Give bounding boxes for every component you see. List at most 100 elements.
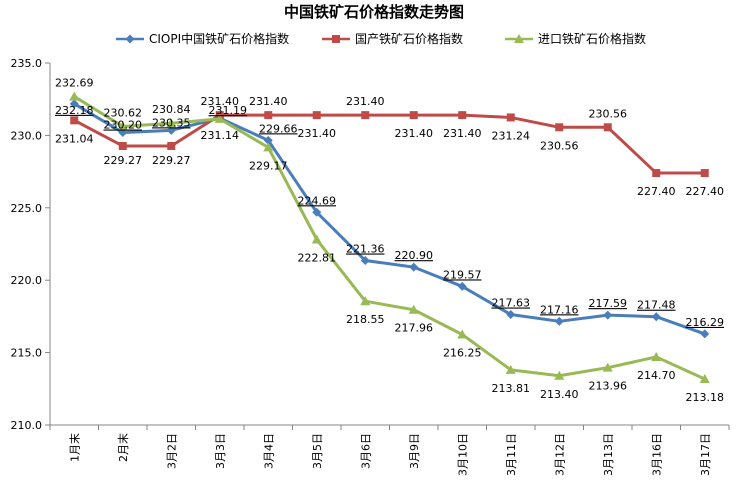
data-point	[699, 373, 710, 383]
series-line-2	[73, 95, 706, 381]
x-tick-label: 3月10日	[456, 433, 469, 476]
data-point	[70, 116, 79, 125]
legend-label: CIOPI中国铁矿石价格指数	[149, 31, 289, 46]
data-point	[361, 111, 370, 120]
data-label: 229.66	[259, 122, 298, 135]
data-label: 213.40	[540, 388, 579, 401]
data-label: 230.56	[589, 107, 628, 120]
series-group	[69, 91, 710, 383]
data-label: 230.35	[152, 116, 191, 129]
x-tick-label: 3月2日	[165, 433, 178, 469]
y-tick-label: 225.0	[11, 202, 43, 215]
data-point	[457, 281, 467, 291]
data-label: 217.48	[637, 299, 676, 312]
data-label: 231.40	[443, 127, 482, 140]
data-point	[167, 141, 176, 150]
x-tick-label: 3月16日	[650, 433, 663, 476]
data-point	[603, 310, 613, 320]
data-label: 217.63	[492, 297, 531, 310]
data-point	[360, 256, 370, 266]
data-point	[651, 351, 662, 361]
data-point	[409, 262, 419, 272]
data-point	[700, 329, 710, 339]
data-point	[263, 135, 273, 145]
legend-marker	[125, 34, 135, 44]
data-point	[69, 91, 80, 101]
data-label: 230.62	[104, 106, 143, 119]
data-label: 216.25	[443, 347, 482, 360]
data-point	[652, 169, 661, 178]
data-label: 221.36	[346, 243, 385, 256]
axes: 210.0 215.0 220.0 225.0 230.0 235.0 1月末 2月末 3月2日…	[11, 57, 730, 476]
data-point	[311, 234, 322, 244]
x-tick-label: 3月13日	[602, 433, 615, 476]
data-point	[409, 111, 418, 120]
data-point	[263, 142, 274, 152]
series-line-0	[73, 102, 706, 336]
x-tick-label: 3月6日	[359, 433, 372, 469]
data-label: 229.27	[152, 154, 191, 167]
data-label: 229.27	[104, 154, 143, 167]
x-tick-label: 2月末	[116, 433, 130, 462]
y-tick-label: 230.0	[11, 129, 43, 142]
x-tick-label: 3月9日	[408, 433, 421, 469]
y-tick-label: 215.0	[11, 347, 43, 360]
data-point	[554, 316, 564, 326]
data-label: 232.69	[55, 76, 94, 89]
data-label: 231.40	[298, 127, 337, 140]
data-point	[603, 123, 612, 132]
x-tick-label: 3月17日	[699, 433, 712, 476]
data-point	[505, 364, 516, 374]
data-label: 224.69	[298, 194, 337, 207]
data-point	[458, 111, 467, 120]
data-label: 213.81	[492, 382, 531, 395]
data-point	[555, 123, 564, 132]
data-label: 227.40	[637, 185, 676, 198]
x-tick-label: 1月末	[67, 433, 81, 462]
data-point	[506, 113, 515, 122]
data-label: 232.18	[55, 104, 94, 117]
data-label: 231.24	[492, 129, 531, 142]
data-label: 218.55	[346, 313, 385, 326]
data-label: 214.70	[637, 369, 676, 382]
data-label: 217.96	[395, 322, 434, 335]
data-label: 222.81	[298, 252, 337, 265]
data-point	[700, 169, 709, 178]
x-tick-label: 3月5日	[311, 433, 324, 469]
data-labels: 232.18 230.20 230.35 231.19 229.66 224.69 221.…	[55, 76, 724, 404]
data-label: 217.16	[540, 303, 579, 316]
legend-marker	[514, 34, 524, 43]
data-label: 213.96	[589, 380, 628, 393]
data-point	[312, 111, 321, 120]
data-label: 231.40	[249, 95, 288, 108]
data-point	[117, 121, 128, 131]
data-point	[166, 118, 177, 128]
data-point	[457, 329, 468, 339]
data-label: 231.40	[395, 127, 434, 140]
legend-label: 进口铁矿石价格指数	[538, 31, 646, 46]
data-label: 231.04	[55, 132, 94, 145]
data-label: 231.19	[209, 104, 248, 117]
data-point	[312, 207, 322, 217]
y-tick-label: 210.0	[11, 419, 43, 432]
data-label: 217.59	[589, 297, 628, 310]
series-line-1	[73, 113, 705, 175]
data-point	[166, 125, 176, 135]
data-point	[602, 362, 613, 372]
chart-title: 中国铁矿石价格指数走势图	[284, 3, 464, 21]
data-point	[264, 111, 273, 120]
legend: CIOPI中国铁矿石价格指数 国产铁矿石价格指数 进口铁矿石价格指数	[116, 31, 646, 46]
data-label: 227.40	[686, 185, 725, 198]
data-label: 230.84	[152, 103, 191, 116]
x-tick-label: 3月3日	[214, 433, 227, 469]
data-label: 230.56	[540, 139, 579, 152]
data-label: 230.20	[104, 119, 143, 132]
data-point	[118, 141, 127, 150]
data-label: 231.40	[201, 95, 240, 108]
x-tick-label: 3月11日	[505, 433, 518, 476]
data-point	[651, 312, 661, 322]
y-tick-label: 220.0	[11, 274, 43, 287]
legend-label: 国产铁矿石价格指数	[355, 31, 463, 46]
data-label: 229.17	[249, 159, 288, 172]
